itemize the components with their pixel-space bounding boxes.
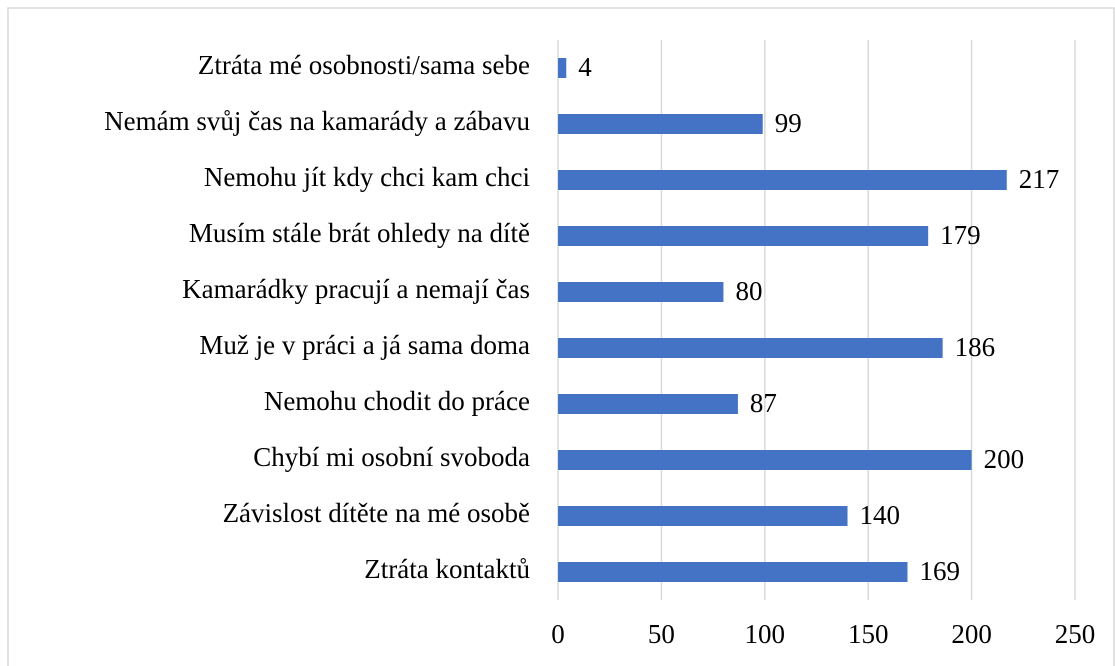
bar <box>558 226 929 246</box>
value-label: 87 <box>750 388 777 418</box>
chart-border <box>7 7 1115 666</box>
bar <box>558 170 1007 190</box>
value-label: 200 <box>984 444 1025 474</box>
y-tick-label: Kamarádky pracují a nemají čas <box>182 274 530 304</box>
bar <box>558 506 848 526</box>
y-tick-label: Muž je v práci a já sama doma <box>199 330 530 360</box>
bar <box>558 114 763 134</box>
y-tick-label: Závislost dítěte na mé osobě <box>223 498 530 528</box>
y-tick-label: Chybí mi osobní svoboda <box>253 442 530 472</box>
value-label: 169 <box>919 556 960 586</box>
y-tick-label: Nemám svůj čas na kamarády a zábavu <box>104 106 530 136</box>
y-tick-label: Ztráta mé osobnosti/sama sebe <box>198 50 530 80</box>
x-tick-label: 0 <box>551 619 565 649</box>
value-label: 4 <box>578 52 592 82</box>
bar <box>558 394 738 414</box>
x-tick-label: 50 <box>648 619 675 649</box>
value-label: 99 <box>775 108 802 138</box>
bar <box>558 58 567 78</box>
bar <box>558 282 724 302</box>
bar <box>558 338 943 358</box>
value-label: 80 <box>735 276 762 306</box>
value-label: 140 <box>860 500 901 530</box>
x-tick-label: 200 <box>951 619 992 649</box>
bar <box>558 450 972 470</box>
bar <box>558 562 908 582</box>
x-tick-label: 150 <box>848 619 889 649</box>
value-label: 186 <box>955 332 996 362</box>
y-tick-label: Ztráta kontaktů <box>364 554 530 584</box>
y-tick-label: Nemohu jít kdy chci kam chci <box>204 162 530 192</box>
y-tick-label: Nemohu chodit do práce <box>264 386 530 416</box>
value-label: 217 <box>1019 164 1060 194</box>
y-tick-label: Musím stále brát ohledy na dítě <box>189 218 530 248</box>
x-tick-label: 100 <box>745 619 786 649</box>
x-tick-label: 250 <box>1055 619 1096 649</box>
value-label: 179 <box>940 220 981 250</box>
